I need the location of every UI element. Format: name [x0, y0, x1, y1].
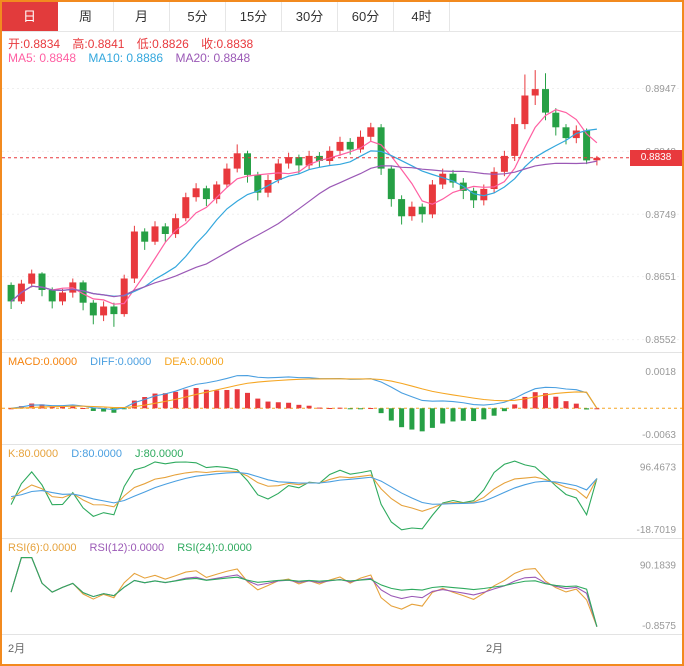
svg-text:-0.8575: -0.8575 — [642, 621, 676, 632]
time-axis-label-1: 2月 — [8, 643, 26, 655]
rsi-chart-canvas[interactable]: 90.1839 -0.8575 — [2, 539, 682, 634]
macd-panel: 0.0018 -0.0063 MACD:0.0000 DIFF:0.0000 DE… — [2, 352, 682, 444]
rsi-panel: 90.1839 -0.8575 RSI(6):0.0000 RSI(12):0.0… — [2, 538, 682, 634]
tab-month[interactable]: 月 — [114, 2, 170, 31]
tab-day[interactable]: 日 — [2, 2, 58, 31]
svg-text:90.1839: 90.1839 — [640, 561, 677, 572]
kdj-chart-canvas[interactable]: 96.4673 -18.7019 — [2, 445, 682, 538]
tab-30min[interactable]: 30分 — [282, 2, 338, 31]
svg-text:96.4673: 96.4673 — [640, 463, 677, 474]
current-price-text: 0.8838 — [640, 151, 672, 163]
timeframe-tabbar: 日 周 月 5分 15分 30分 60分 4时 — [2, 2, 682, 32]
svg-text:0.8947: 0.8947 — [645, 84, 676, 95]
svg-text:-18.7019: -18.7019 — [637, 525, 677, 536]
svg-text:-0.0063: -0.0063 — [642, 430, 676, 441]
svg-text:0.8651: 0.8651 — [645, 272, 676, 283]
tab-60min[interactable]: 60分 — [338, 2, 394, 31]
tab-week[interactable]: 周 — [58, 2, 114, 31]
kdj-panel: 96.4673 -18.7019 K:80.0000 D:80.0000 J:80… — [2, 444, 682, 538]
tab-15min[interactable]: 15分 — [226, 2, 282, 31]
svg-text:0.0018: 0.0018 — [645, 367, 676, 378]
time-axis-label-2: 2月 — [486, 643, 504, 655]
tab-5min[interactable]: 5分 — [170, 2, 226, 31]
svg-text:0.8749: 0.8749 — [645, 210, 676, 221]
macd-chart-canvas[interactable]: 0.0018 -0.0063 — [2, 353, 682, 444]
current-price-badge: 0.8838 — [630, 149, 682, 166]
tab-4hour[interactable]: 4时 — [394, 2, 450, 31]
time-axis: 2月 2月 — [2, 634, 682, 660]
svg-text:0.8552: 0.8552 — [645, 335, 676, 346]
